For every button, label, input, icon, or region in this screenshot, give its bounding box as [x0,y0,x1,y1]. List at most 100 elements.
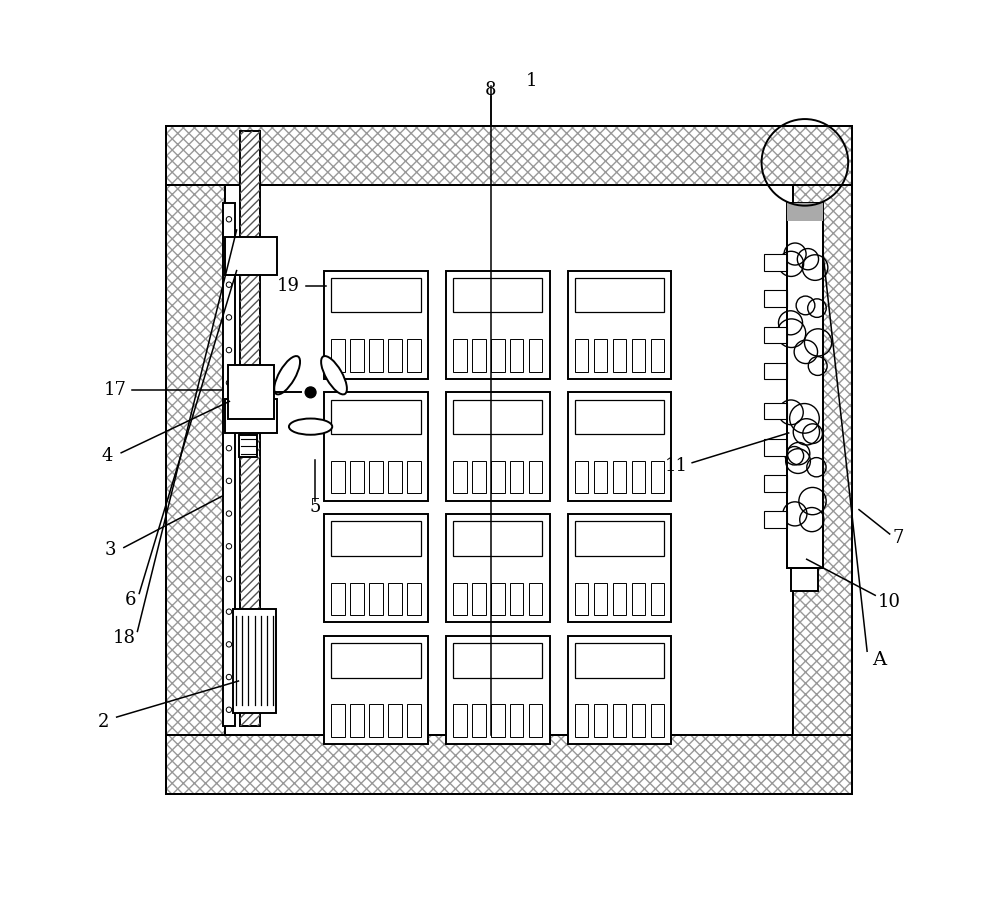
Bar [331,339,345,372]
Text: 17: 17 [103,381,126,399]
Bar [225,237,277,275]
Text: A: A [872,651,886,669]
Text: 18: 18 [112,629,135,647]
Bar [632,704,645,737]
Bar [472,583,486,615]
Bar [446,636,550,744]
Bar [491,583,505,615]
Bar [575,278,664,312]
Bar [369,339,383,372]
Bar [225,399,277,433]
Bar [166,126,852,185]
Bar [369,461,383,493]
Bar [453,339,467,372]
Bar [388,461,402,493]
Bar [228,365,274,419]
Text: 8: 8 [485,81,497,99]
Bar [651,583,664,615]
Bar [575,643,664,677]
Bar [594,339,607,372]
Bar [472,461,486,493]
Bar [787,203,823,216]
Bar [407,461,421,493]
Bar [453,461,467,493]
Bar [446,392,550,501]
Bar [239,435,257,457]
Bar [651,704,664,737]
Bar [223,203,235,726]
Bar [594,461,607,493]
Bar [793,185,852,735]
Bar [166,126,852,185]
Text: 19: 19 [277,277,300,295]
Bar [787,216,823,568]
Bar [568,392,671,501]
Bar [166,185,225,735]
Bar [575,583,588,615]
Bar [472,339,486,372]
Bar [407,704,421,737]
Bar [331,461,345,493]
Bar [787,203,823,221]
Bar [350,339,364,372]
Bar [453,278,542,312]
Bar [324,392,428,501]
Bar [787,216,823,568]
Bar [632,461,645,493]
Bar [324,636,428,744]
Bar [575,400,664,434]
Bar [764,327,787,343]
Bar [472,704,486,737]
Bar [632,339,645,372]
Bar [594,704,607,737]
Bar [529,704,542,737]
Bar [529,461,542,493]
Bar [453,643,542,677]
Text: 2: 2 [97,713,109,731]
Bar [166,126,852,185]
Bar [651,339,664,372]
Ellipse shape [274,356,300,394]
Bar [388,339,402,372]
Bar [350,583,364,615]
Bar [491,704,505,737]
Text: 7: 7 [893,529,904,548]
Bar [568,271,671,379]
Text: 4: 4 [102,446,113,465]
Bar [453,400,542,434]
Bar [369,704,383,737]
Text: 10: 10 [878,593,901,611]
Bar [575,521,664,556]
Bar [331,400,421,434]
Bar [510,339,523,372]
Text: 3: 3 [105,541,116,559]
Bar [575,704,588,737]
Ellipse shape [321,356,347,394]
Bar [331,278,421,312]
Bar [240,131,260,726]
Bar [632,583,645,615]
Bar [225,185,793,735]
Bar [446,271,550,379]
Bar [613,583,626,615]
Bar [166,735,852,794]
Bar [764,439,787,456]
Bar [453,704,467,737]
Bar [764,363,787,379]
Bar [764,290,787,307]
Bar [764,511,787,528]
Bar [166,735,852,794]
Bar [453,521,542,556]
Bar [764,254,787,271]
Bar [407,339,421,372]
Bar [764,475,787,492]
Bar [510,461,523,493]
Bar [613,339,626,372]
Text: 1: 1 [526,72,537,90]
Bar [568,636,671,744]
Bar [594,583,607,615]
Bar [324,514,428,622]
Bar [331,583,345,615]
Bar [491,339,505,372]
Circle shape [305,387,316,398]
